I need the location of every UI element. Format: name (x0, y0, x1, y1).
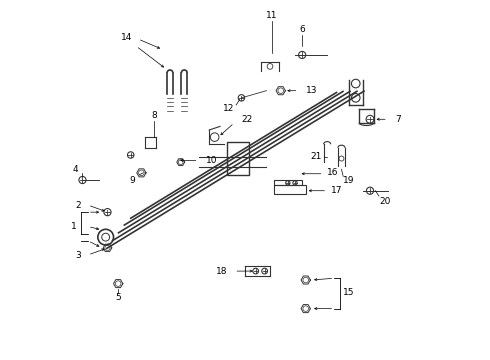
Text: 7: 7 (395, 115, 401, 124)
Text: 5: 5 (115, 293, 121, 302)
Text: 15: 15 (343, 288, 355, 297)
Text: 8: 8 (151, 111, 157, 120)
Text: 6: 6 (299, 26, 305, 35)
Text: 4: 4 (73, 165, 78, 174)
Text: 9: 9 (129, 176, 135, 185)
Text: 22: 22 (242, 115, 253, 124)
Text: 12: 12 (223, 104, 235, 113)
Text: 1: 1 (72, 222, 77, 231)
Text: 20: 20 (379, 197, 391, 206)
Text: 19: 19 (343, 176, 355, 185)
Text: 14: 14 (122, 33, 133, 42)
Text: 16: 16 (327, 168, 339, 177)
Text: 11: 11 (266, 11, 277, 20)
Text: 13: 13 (306, 86, 317, 95)
Text: 2: 2 (75, 201, 81, 210)
Text: 17: 17 (331, 186, 342, 195)
Text: 21: 21 (311, 152, 322, 161)
Text: 18: 18 (216, 267, 227, 276)
Text: 10: 10 (206, 156, 217, 165)
Text: 3: 3 (75, 251, 81, 260)
